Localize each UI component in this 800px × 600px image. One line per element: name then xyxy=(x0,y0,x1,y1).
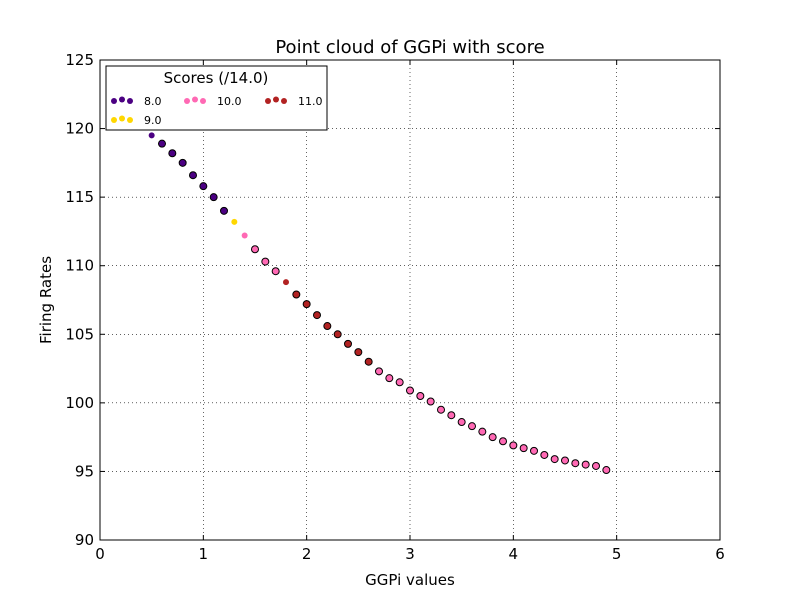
x-axis-ticks: 0 1 2 3 4 5 6 xyxy=(95,60,725,563)
legend-marker xyxy=(273,96,279,103)
data-point xyxy=(447,411,456,420)
data-point xyxy=(499,437,507,446)
data-point xyxy=(241,232,248,239)
legend-marker xyxy=(265,98,271,104)
data-point xyxy=(416,392,425,400)
legend-label: 8.0 xyxy=(144,95,162,108)
data-point xyxy=(333,330,342,339)
legend-label: 9.0 xyxy=(144,114,162,127)
chart-title: Point cloud of GGPi with score xyxy=(275,37,544,58)
grid-lines xyxy=(100,60,720,540)
data-point xyxy=(158,139,166,148)
data-point xyxy=(148,132,155,139)
x-tick-label: 1 xyxy=(199,545,209,563)
y-tick-label: 110 xyxy=(65,257,94,275)
data-point xyxy=(189,171,197,180)
x-tick-label: 4 xyxy=(509,545,519,563)
data-point xyxy=(364,357,373,366)
legend-entries: 8.0 10.0 11.0 9.0 xyxy=(111,95,323,127)
data-point xyxy=(478,427,487,436)
x-tick-label: 0 xyxy=(95,545,105,563)
data-point xyxy=(292,290,301,299)
x-tick-label: 5 xyxy=(612,545,622,563)
legend: Scores (/14.0) 8.0 10.0 11.0 9.0 xyxy=(105,65,328,131)
y-tick-label: 100 xyxy=(65,394,94,412)
data-point xyxy=(406,386,414,395)
legend-marker xyxy=(281,98,287,104)
legend-marker xyxy=(111,98,117,104)
data-point xyxy=(571,459,580,468)
data-point xyxy=(426,397,435,406)
data-point xyxy=(323,322,332,331)
data-point xyxy=(395,378,404,387)
data-point xyxy=(178,158,187,167)
data-point xyxy=(385,374,394,383)
legend-marker xyxy=(111,117,117,123)
data-point xyxy=(530,446,538,455)
data-point xyxy=(488,433,497,442)
legend-label: 10.0 xyxy=(217,95,242,108)
data-point xyxy=(540,450,549,459)
data-point xyxy=(592,461,600,470)
legend-marker xyxy=(127,98,133,104)
y-tick-label: 105 xyxy=(65,325,94,343)
legend-label: 11.0 xyxy=(298,95,323,108)
data-point xyxy=(375,367,383,376)
data-point xyxy=(561,456,569,465)
legend-marker xyxy=(119,115,125,122)
data-point xyxy=(283,279,289,286)
y-tick-label: 125 xyxy=(65,51,94,69)
y-axis-label: Firing Rates xyxy=(37,256,55,344)
y-tick-label: 120 xyxy=(65,120,94,138)
y-axis-ticks: 90 95 100 105 110 115 120 125 xyxy=(65,51,720,549)
data-point xyxy=(457,418,466,427)
legend-marker xyxy=(200,98,206,104)
data-point xyxy=(509,441,518,450)
data-point xyxy=(199,182,208,191)
data-point xyxy=(168,149,177,158)
data-point xyxy=(313,311,321,320)
data-point xyxy=(354,348,363,357)
y-tick-label: 95 xyxy=(75,462,94,480)
data-point xyxy=(581,460,590,469)
data-point xyxy=(437,405,445,414)
legend-marker xyxy=(127,117,133,123)
data-point xyxy=(302,300,311,309)
y-tick-label: 115 xyxy=(65,188,94,206)
data-point xyxy=(271,267,280,276)
data-point xyxy=(550,455,559,464)
legend-marker xyxy=(192,96,198,103)
data-point xyxy=(519,444,528,453)
data-point xyxy=(231,218,238,225)
data-points xyxy=(148,132,611,475)
x-axis-label: GGPi values xyxy=(365,571,455,589)
data-point xyxy=(261,257,270,266)
data-point xyxy=(209,193,218,202)
x-tick-label: 3 xyxy=(405,545,415,563)
data-point xyxy=(468,422,476,431)
legend-marker xyxy=(119,96,125,103)
data-point xyxy=(220,206,228,215)
legend-box xyxy=(105,65,328,131)
y-tick-label: 90 xyxy=(75,531,94,549)
data-point xyxy=(344,339,352,348)
legend-marker xyxy=(184,98,190,104)
legend-title: Scores (/14.0) xyxy=(164,69,269,87)
x-tick-label: 2 xyxy=(302,545,312,563)
x-tick-label: 6 xyxy=(715,545,725,563)
data-point xyxy=(602,466,611,475)
data-point xyxy=(251,245,259,254)
